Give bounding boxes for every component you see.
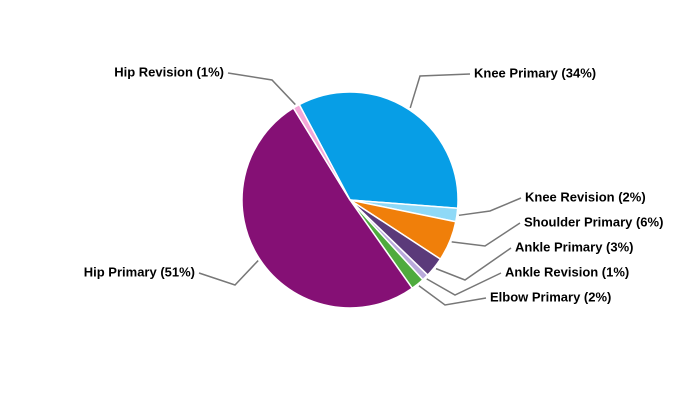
leader-line [227,72,296,106]
leader-line [435,247,512,281]
pie-slice [292,103,351,201]
leader-line [409,73,471,109]
slice-label: Knee Primary (34%) [474,65,596,80]
slice-label: Hip Primary (51%) [84,264,195,279]
slice-label: Ankle Revision (1%) [505,264,629,279]
leader-line [426,272,502,296]
leader-line [458,197,522,217]
leader-line [451,222,521,247]
slice-label: Shoulder Primary (6%) [524,214,663,229]
slice-label: Ankle Primary (3%) [515,239,634,254]
slice-label: Knee Revision (2%) [525,189,646,204]
leader-line [198,260,259,286]
slice-label: Elbow Primary (2%) [490,289,611,304]
pie-slice [241,106,414,309]
leader-line [418,285,487,306]
slice-label: Hip Revision (1%) [114,64,224,79]
